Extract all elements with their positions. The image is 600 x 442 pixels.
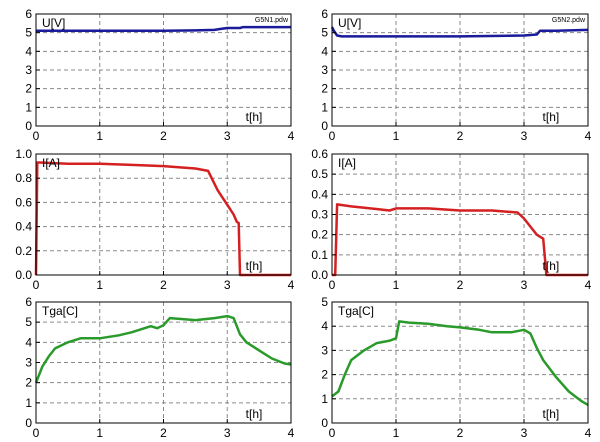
- y-tick-label: 1: [321, 392, 328, 406]
- y-tick-label: 2: [321, 368, 328, 382]
- panel-title: I[A]: [42, 156, 60, 170]
- x-tick-label: 0: [33, 426, 40, 440]
- file-label: G5N1.pdw: [255, 17, 289, 24]
- x-tick-label: 4: [585, 278, 592, 292]
- x-tick-label: 1: [393, 426, 400, 440]
- y-tick-label: 5: [25, 26, 32, 40]
- x-tick-label: 3: [224, 426, 231, 440]
- y-tick-label: 0: [25, 416, 32, 430]
- x-tick-label: 0: [329, 129, 336, 143]
- x-tick-label: 0: [329, 426, 336, 440]
- y-tick-label: 0.2: [311, 228, 328, 242]
- y-tick-label: 6: [25, 295, 32, 309]
- x-tick-label: 1: [96, 426, 103, 440]
- y-tick-label: 0.8: [15, 171, 32, 185]
- x-tick-label: 2: [160, 426, 167, 440]
- series-line: [34, 161, 291, 277]
- chart-panel-2: 0 1 2 3 4 0 1 2 3 4 5 6 t[h] U[V] G5N2.pdw: [321, 7, 591, 143]
- x-tick-label: 4: [585, 426, 592, 440]
- y-tick-label: 0: [25, 119, 32, 133]
- x-tick-label: 1: [96, 278, 103, 292]
- y-tick-label: 2: [25, 376, 32, 390]
- y-tick-label: 5: [321, 295, 328, 309]
- x-tick-label: 0: [329, 278, 336, 292]
- y-tick-label: 4: [321, 44, 328, 58]
- x-tick-label: 3: [521, 426, 528, 440]
- panel-title: Tga[C]: [42, 304, 78, 318]
- x-tick-label: 2: [160, 129, 167, 143]
- panel-title: I[A]: [338, 156, 356, 170]
- y-tick-label: 3: [321, 63, 328, 77]
- y-tick-label: 1: [25, 100, 32, 114]
- y-tick-label: 0: [321, 119, 328, 133]
- y-tick-label: 0.6: [15, 195, 32, 209]
- plot-area: [332, 302, 588, 423]
- chart-panel-3: 0 1 2 3 4 0.0 0.2 0.4 0.6 0.8 1.0 t[h] I[A]: [15, 147, 294, 292]
- x-tick-label: 0: [33, 129, 40, 143]
- x-tick-label: 1: [393, 129, 400, 143]
- y-tick-label: 0.3: [311, 208, 328, 222]
- x-axis-label: t[h]: [543, 259, 560, 273]
- series-line: [36, 25, 291, 33]
- panel-title: U[V]: [338, 16, 361, 30]
- x-tick-label: 3: [224, 278, 231, 292]
- chart-panel-4: 0 1 2 3 4 0.0 0.1 0.2 0.3 0.4 0.5 0.6 t[h] I[A]: [311, 147, 591, 292]
- x-tick-label: 4: [585, 129, 592, 143]
- x-tick-label: 4: [288, 426, 295, 440]
- y-tick-label: 0.0: [15, 268, 32, 282]
- x-axis-label: t[h]: [543, 407, 560, 421]
- x-tick-label: 3: [521, 129, 528, 143]
- series-line: [34, 314, 292, 384]
- series-line: [330, 26, 589, 38]
- y-tick-label: 0.5: [311, 167, 328, 181]
- y-tick-label: 2: [321, 82, 328, 96]
- y-tick-label: 0.2: [15, 244, 32, 258]
- file-label: G5N2.pdw: [552, 17, 586, 24]
- y-tick-label: 0.4: [15, 220, 32, 234]
- y-tick-label: 4: [25, 44, 32, 58]
- chart-panel-5: 0 1 2 3 4 0 1 2 3 4 5 6 t[h] Tga[C]: [25, 295, 294, 440]
- panel-title: Tga[C]: [338, 304, 374, 318]
- x-tick-label: 1: [96, 129, 103, 143]
- series-line: [332, 203, 588, 277]
- x-axis-label: t[h]: [246, 407, 263, 421]
- y-tick-label: 6: [25, 7, 32, 21]
- y-tick-label: 1: [321, 100, 328, 114]
- x-tick-label: 4: [288, 129, 295, 143]
- x-tick-label: 1: [393, 278, 400, 292]
- chart-panel-1: 0 1 2 3 4 0 1 2 3 4 5 6 t[h] U[V] G5N1.pdw: [25, 7, 294, 143]
- x-axis-label: t[h]: [246, 110, 263, 124]
- x-axis-label: t[h]: [543, 110, 560, 124]
- series-line: [331, 320, 589, 406]
- panel-title: U[V]: [42, 16, 65, 30]
- y-tick-label: 0.4: [311, 187, 328, 201]
- y-tick-label: 0.0: [311, 268, 328, 282]
- y-tick-label: 1: [25, 396, 32, 410]
- x-tick-label: 3: [521, 278, 528, 292]
- y-tick-label: 4: [25, 335, 32, 349]
- x-tick-label: 4: [288, 278, 295, 292]
- y-tick-label: 3: [25, 356, 32, 370]
- x-axis-label: t[h]: [246, 259, 263, 273]
- y-tick-label: 0.1: [311, 248, 328, 262]
- x-tick-label: 2: [457, 278, 464, 292]
- y-tick-label: 3: [321, 343, 328, 357]
- y-tick-label: 1.0: [15, 147, 32, 161]
- y-tick-label: 5: [321, 26, 328, 40]
- y-tick-label: 0.6: [311, 147, 328, 161]
- x-tick-label: 0: [33, 278, 40, 292]
- y-tick-label: 2: [25, 82, 32, 96]
- y-tick-label: 3: [25, 63, 32, 77]
- y-tick-label: 4: [321, 319, 328, 333]
- y-tick-label: 0: [321, 416, 328, 430]
- y-tick-label: 6: [321, 7, 328, 21]
- x-tick-label: 3: [224, 129, 231, 143]
- chart-panel-6: 0 1 2 3 4 0 1 2 3 4 5 t[h] Tga[C]: [321, 295, 591, 440]
- x-tick-label: 2: [457, 129, 464, 143]
- x-tick-label: 2: [160, 278, 167, 292]
- y-tick-label: 5: [25, 315, 32, 329]
- plot-area: [36, 154, 291, 275]
- x-tick-label: 2: [457, 426, 464, 440]
